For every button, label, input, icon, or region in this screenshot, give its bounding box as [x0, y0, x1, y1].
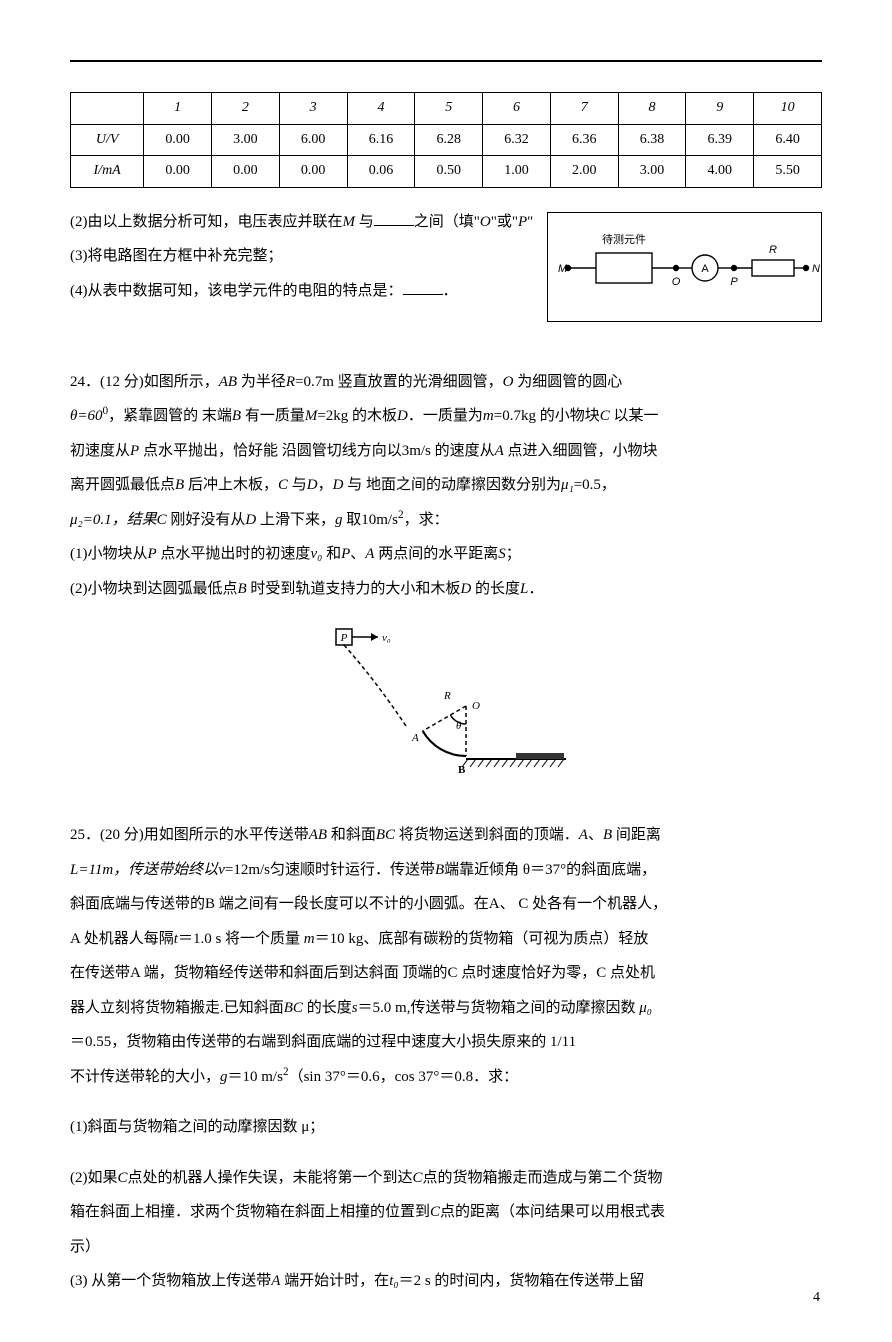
table-row-i: I/mA 0.00 0.00 0.00 0.06 0.50 1.00 2.00 …: [71, 156, 822, 188]
terminal-n: N: [812, 263, 820, 275]
q25-line5: 在传送带A 端，货物箱经传送带和斜面后到达斜面 顶端的C 点时速度恰好为零，C …: [70, 959, 822, 988]
q25-sub2a: (2)如果C点处的机器人操作失误，未能将第一个到达C点的货物箱搬走而造成与第二个…: [70, 1164, 822, 1193]
q24-sub1: (1)小物块从P 点水平抛出时的初速度v₀ 和P、A 两点间的水平距离S；: [70, 540, 822, 569]
page-number: 4: [813, 1285, 820, 1312]
q25-line6: 器人立刻将货物箱搬走.已知斜面BC 的长度s＝5.0 m,传送带与货物箱之间的动…: [70, 994, 822, 1023]
page: 1 2 3 4 5 6 7 8 9 10 U/V 0.00 3.00 6.00 …: [0, 0, 892, 1342]
q25-line3: 斜面底端与传送带的B 端之间有一段长度可以不计的小圆弧。在A、 C 处各有一个机…: [70, 890, 822, 919]
fig-label-r: R: [443, 690, 451, 702]
table-row-header: 1 2 3 4 5 6 7 8 9 10: [71, 93, 822, 125]
blank-1: [374, 210, 414, 226]
q24-head: 24．(12 分)如图所示，AB 为半径R=0.7m 竖直放置的光滑细圆管，O …: [70, 368, 822, 397]
q25-sub2c: 示）: [70, 1233, 822, 1262]
circuit-box: 待测元件 A R M N O P: [547, 212, 822, 322]
fig-label-b: B: [458, 764, 466, 776]
q25-line8: 不计传送带轮的大小，g＝10 m/s2（sin 37°＝0.6，cos 37°＝…: [70, 1063, 822, 1092]
q24-line5: μ₂=0.1，结果C 刚好没有从D 上滑下来，g 取10m/s2，求：: [70, 506, 822, 535]
fig-label-theta: θ: [456, 720, 462, 732]
fig-label-o: O: [472, 700, 480, 712]
q24-line3: 初速度从P 点水平抛出，恰好能 沿圆管切线方向以3m/s 的速度从A 点进入细圆…: [70, 437, 822, 466]
circuit-svg: 待测元件 A R M N O P: [548, 213, 821, 321]
row-u-label: U/V: [71, 124, 144, 156]
q24-sub2: (2)小物块到达圆弧最低点B 时受到轨道支持力的大小和木板D 的长度L．: [70, 575, 822, 604]
q25-line2: L=11m，传送带始终以v=12m/s匀速顺时针运行．传送带B端靠近倾角 θ＝3…: [70, 856, 822, 885]
fig-label-a: A: [411, 732, 419, 744]
device-label: 待测元件: [602, 232, 646, 246]
q25-sub2b: 箱在斜面上相撞．求两个货物箱在斜面上相撞的位置到C点的距离（本问结果可以用根式表: [70, 1198, 822, 1227]
fig-label-v0: v₀: [382, 632, 391, 644]
q25-line7: ＝0.55，货物箱由传送带的右端到斜面底端的过程中速度大小损失原来的 1/11: [70, 1028, 822, 1057]
blank-2: [403, 279, 443, 295]
terminal-m: M: [558, 263, 568, 275]
top-rule: [70, 60, 822, 62]
node-o: O: [672, 276, 681, 288]
resistor-label: R: [769, 244, 777, 256]
ammeter-label: A: [701, 263, 709, 275]
q25-sub1: (1)斜面与货物箱之间的动摩擦因数 μ；: [70, 1113, 822, 1142]
q24-line2: θ=600，紧靠圆管的 末端B 有一质量M=2kg 的木板D．一质量为m=0.7…: [70, 402, 822, 431]
row-i-label: I/mA: [71, 156, 144, 188]
data-table: 1 2 3 4 5 6 7 8 9 10 U/V 0.00 3.00 6.00 …: [70, 92, 822, 188]
fig-label-p: P: [340, 632, 348, 644]
q25-sub3: (3) 从第一个货物箱放上传送带A 端开始计时，在t₀＝2 s 的时间内，货物箱…: [70, 1267, 822, 1296]
q25-line1: 25．(20 分)用如图所示的水平传送带AB 和斜面BC 将货物运送到斜面的顶端…: [70, 821, 822, 850]
table-row-u: U/V 0.00 3.00 6.00 6.16 6.28 6.32 6.36 6…: [71, 124, 822, 156]
q25-line4: A 处机器人每隔t＝1.0 s 将一个质量 m＝10 kg、底部有碳粉的货物箱（…: [70, 925, 822, 954]
q24-line4: 离开圆弧最低点B 后冲上木板，C 与D，D 与 地面之间的动摩擦因数分别为μ₁=…: [70, 471, 822, 500]
node-p: P: [730, 276, 738, 288]
table-blank-corner: [71, 93, 144, 125]
figure-24: P v₀ R O θ A B: [316, 621, 576, 791]
